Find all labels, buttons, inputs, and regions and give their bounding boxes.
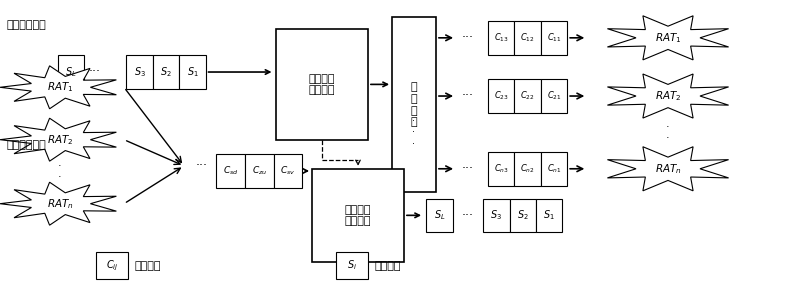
- Text: $C_{sv}$: $C_{sv}$: [280, 165, 296, 177]
- Text: $C_{13}$: $C_{13}$: [494, 32, 509, 44]
- Text: $C_{21}$: $C_{21}$: [546, 90, 562, 102]
- FancyBboxPatch shape: [483, 199, 510, 232]
- Text: 串
并
变
换: 串 并 变 换: [410, 82, 418, 127]
- FancyBboxPatch shape: [541, 152, 567, 186]
- Polygon shape: [0, 66, 116, 109]
- Text: $S_2$: $S_2$: [517, 209, 529, 222]
- Text: $S_3$: $S_3$: [134, 65, 146, 79]
- FancyBboxPatch shape: [312, 169, 404, 262]
- FancyBboxPatch shape: [276, 29, 368, 140]
- Text: $S_L$: $S_L$: [65, 65, 77, 79]
- Text: 原始分组: 原始分组: [374, 260, 401, 271]
- FancyBboxPatch shape: [488, 21, 514, 55]
- Text: 发送端装置：: 发送端装置：: [6, 20, 46, 30]
- Text: $S_i$: $S_i$: [347, 259, 357, 272]
- Text: 接收端装置：: 接收端装置：: [6, 140, 46, 150]
- FancyBboxPatch shape: [126, 55, 153, 89]
- Text: ···: ···: [196, 159, 208, 172]
- Text: ·
·: · ·: [666, 122, 670, 143]
- Text: $C_{zu}$: $C_{zu}$: [251, 165, 267, 177]
- Text: $C_{12}$: $C_{12}$: [520, 32, 535, 44]
- Text: $C_{ij}$: $C_{ij}$: [106, 258, 118, 273]
- FancyBboxPatch shape: [514, 79, 541, 113]
- Text: ·
·: · ·: [58, 161, 62, 182]
- FancyBboxPatch shape: [336, 252, 368, 279]
- Text: $S_2$: $S_2$: [160, 65, 172, 79]
- Text: $C_{23}$: $C_{23}$: [494, 90, 509, 102]
- FancyBboxPatch shape: [96, 252, 128, 279]
- Text: $C_{n1}$: $C_{n1}$: [546, 163, 562, 175]
- Text: 数字喷泉
码编码器: 数字喷泉 码编码器: [309, 74, 335, 95]
- FancyBboxPatch shape: [216, 154, 245, 188]
- Text: ·
·
·: · · ·: [413, 116, 415, 149]
- FancyBboxPatch shape: [514, 152, 541, 186]
- Text: $RAT_1$: $RAT_1$: [46, 80, 74, 94]
- Polygon shape: [607, 16, 729, 60]
- Polygon shape: [0, 118, 116, 161]
- FancyBboxPatch shape: [488, 79, 514, 113]
- Text: $S_1$: $S_1$: [543, 209, 555, 222]
- FancyBboxPatch shape: [541, 21, 567, 55]
- FancyBboxPatch shape: [541, 79, 567, 113]
- FancyBboxPatch shape: [392, 17, 436, 192]
- FancyBboxPatch shape: [426, 199, 453, 232]
- Text: ···: ···: [462, 162, 474, 175]
- Text: 数字喷泉
码译码器: 数字喷泉 码译码器: [345, 205, 371, 226]
- FancyBboxPatch shape: [274, 154, 302, 188]
- Text: $C_{sd}$: $C_{sd}$: [222, 165, 238, 177]
- FancyBboxPatch shape: [536, 199, 562, 232]
- FancyBboxPatch shape: [245, 154, 274, 188]
- Text: $S_L$: $S_L$: [434, 209, 446, 222]
- FancyBboxPatch shape: [514, 21, 541, 55]
- Text: $S_3$: $S_3$: [490, 209, 502, 222]
- Text: $C_{n2}$: $C_{n2}$: [520, 163, 535, 175]
- Text: $C_{22}$: $C_{22}$: [520, 90, 535, 102]
- Text: ···: ···: [88, 65, 101, 78]
- Text: ···: ···: [462, 90, 474, 102]
- Text: 编码分组: 编码分组: [134, 260, 161, 271]
- Polygon shape: [0, 182, 116, 225]
- Text: $RAT_n$: $RAT_n$: [46, 197, 74, 211]
- Text: $RAT_2$: $RAT_2$: [654, 89, 682, 103]
- Text: $C_{11}$: $C_{11}$: [546, 32, 562, 44]
- Text: $C_{n3}$: $C_{n3}$: [494, 163, 509, 175]
- Text: ···: ···: [462, 31, 474, 44]
- Text: $RAT_1$: $RAT_1$: [654, 31, 682, 45]
- FancyBboxPatch shape: [510, 199, 536, 232]
- Text: $S_1$: $S_1$: [186, 65, 198, 79]
- Polygon shape: [607, 147, 729, 191]
- Text: $RAT_n$: $RAT_n$: [654, 162, 682, 176]
- FancyBboxPatch shape: [58, 55, 84, 89]
- Text: $RAT_2$: $RAT_2$: [46, 133, 74, 147]
- FancyBboxPatch shape: [179, 55, 206, 89]
- FancyBboxPatch shape: [488, 152, 514, 186]
- Text: ···: ···: [462, 209, 474, 222]
- Polygon shape: [607, 74, 729, 118]
- FancyBboxPatch shape: [153, 55, 179, 89]
